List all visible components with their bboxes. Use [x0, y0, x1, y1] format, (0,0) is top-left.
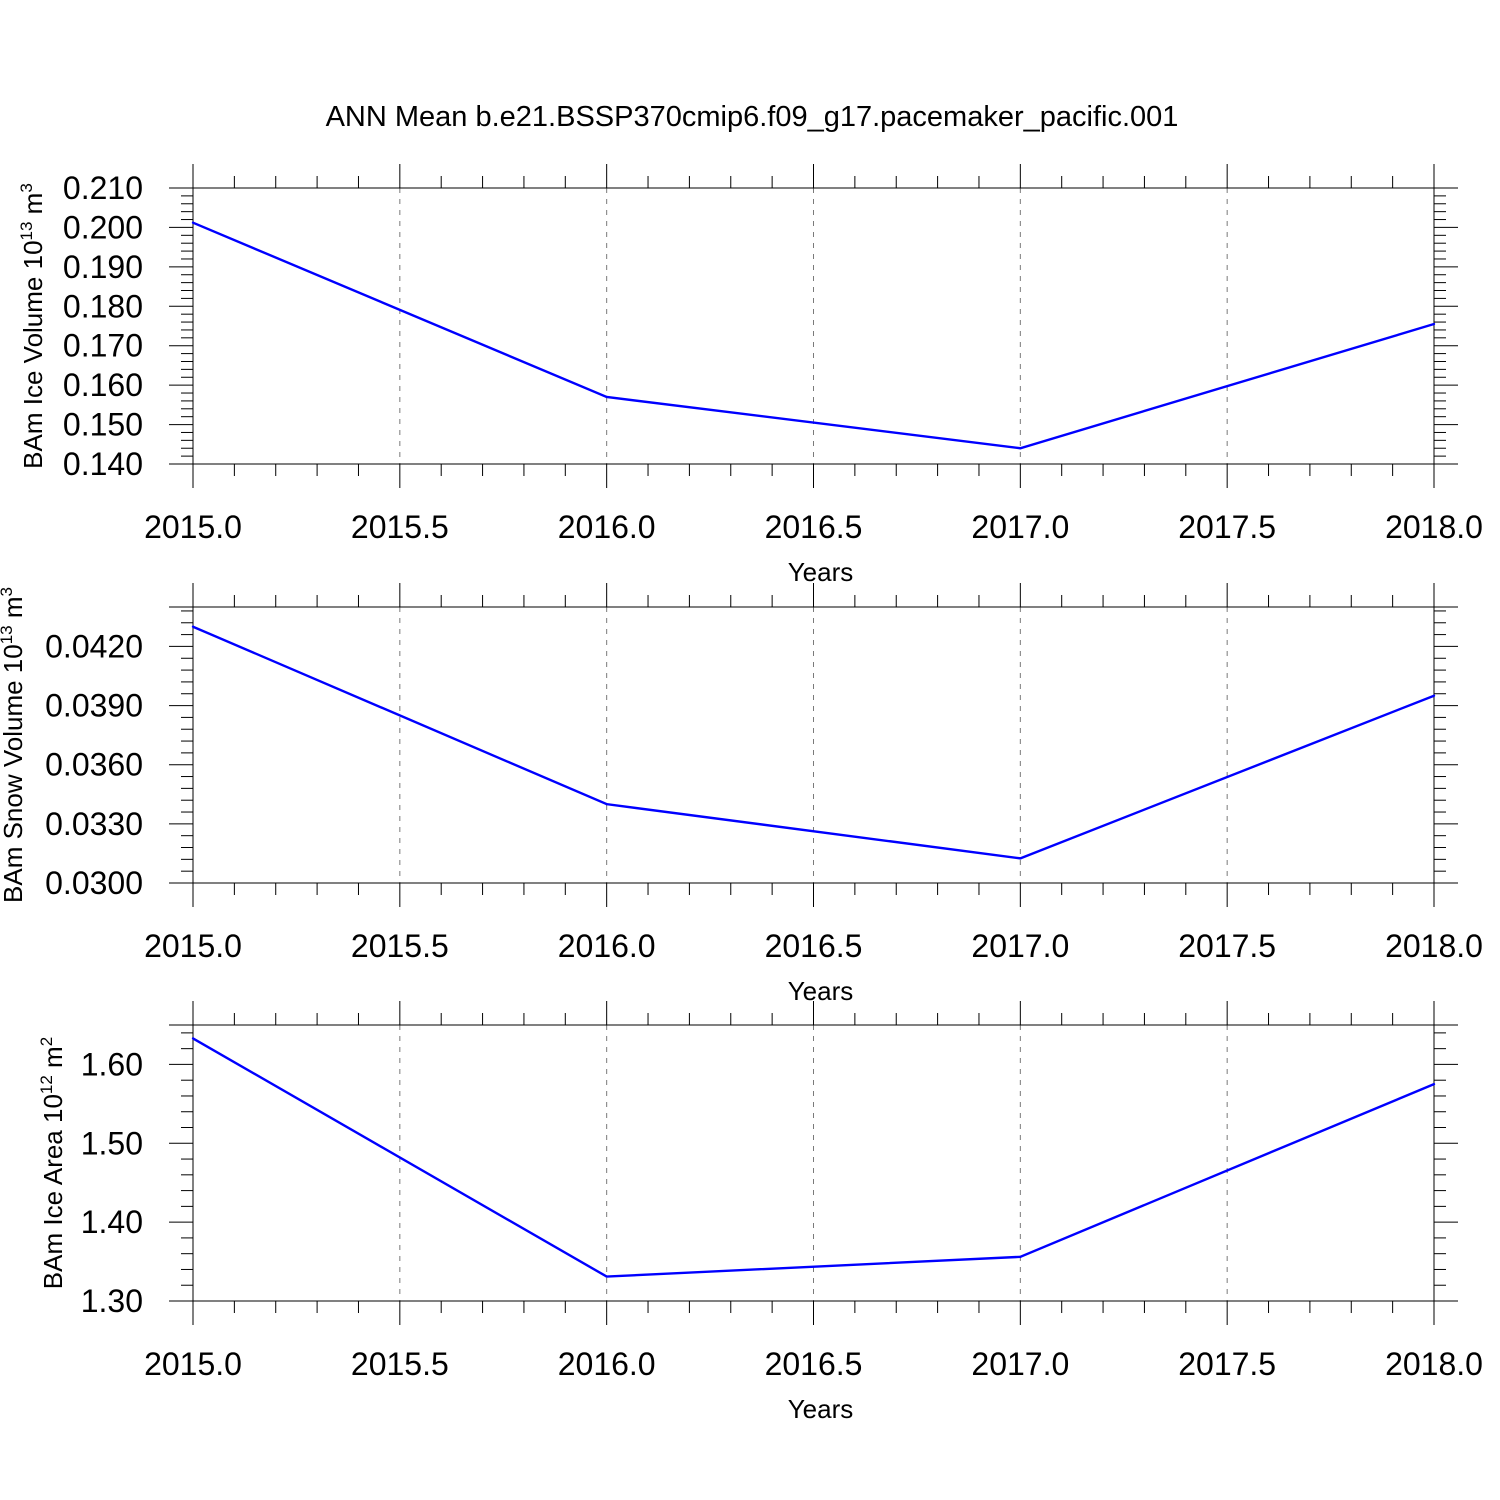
data-point: [1019, 447, 1022, 450]
x-tick-label: 2015.0: [144, 509, 242, 545]
y-axis-title-main: BAm Ice Area 10: [38, 1094, 68, 1289]
x-tick-label: 2017.0: [971, 928, 1069, 964]
y-tick-label: 0.190: [63, 249, 143, 285]
x-tick-label: 2017.5: [1178, 928, 1276, 964]
chart-title: ANN Mean b.e21.BSSP370cmip6.f09_g17.pace…: [326, 101, 1179, 133]
panels: 2015.0 2015.5 2016.0 2016.5 2017.0 2017.5 2018…: [0, 164, 1483, 1424]
y-tick-label: 1.50: [81, 1125, 143, 1161]
y-tick-label: 0.0420: [45, 628, 143, 664]
x-axis-title: Years: [788, 557, 854, 587]
series-line: [192, 1037, 1435, 1278]
y-axis-title: BAm Ice Area 1012 m2: [37, 1037, 68, 1289]
y-tick-label: 0.0330: [45, 806, 143, 842]
y-axis-title-unit: m: [18, 193, 48, 222]
y-axis-title-main: BAm Ice Volume 10: [18, 240, 48, 468]
y-tick-label: 0.180: [63, 288, 143, 324]
x-tick-label: 2016.5: [765, 509, 863, 545]
x-tick-label: 2015.0: [144, 928, 242, 964]
x-tick-label: 2018.0: [1385, 1346, 1483, 1382]
y-axis-title-unit-exp: 3: [17, 183, 36, 192]
series-line: [192, 625, 1435, 860]
data-point: [1432, 1082, 1436, 1086]
data-point: [1019, 857, 1022, 860]
x-tick-label: 2017.0: [971, 1346, 1069, 1382]
y-tick-label: 0.210: [63, 170, 143, 206]
data-point: [605, 395, 608, 399]
data-point: [191, 625, 195, 628]
panel-1: 2015.0 2015.5 2016.0 2016.5 2017.0 2017.5 2018…: [17, 164, 1483, 587]
x-tick-label: 2016.5: [765, 1346, 863, 1382]
x-tick-label: 2017.5: [1178, 1346, 1276, 1382]
y-tick-label: 0.170: [63, 328, 143, 364]
y-tick-label: 0.0300: [45, 865, 143, 901]
x-tick-label: 2017.0: [971, 509, 1069, 545]
x-axis-title: Years: [788, 1394, 854, 1424]
data-point: [605, 802, 608, 806]
x-tick-label: 2018.0: [1385, 928, 1483, 964]
y-axis-title-main: BAm Snow Volume 10: [0, 644, 28, 903]
x-tick-label: 2015.5: [351, 1346, 449, 1382]
y-tick-label: 1.60: [81, 1046, 143, 1082]
data-point: [1432, 322, 1436, 326]
y-axis-title-unit-exp: 3: [0, 587, 16, 596]
y-tick-label: 0.0390: [45, 688, 143, 724]
y-axis-title: BAm Snow Volume 1013 m3: [0, 587, 28, 903]
x-tick-label: 2016.0: [558, 928, 656, 964]
x-axis-title: Years: [788, 976, 854, 1006]
y-axis-title-unit-exp: 2: [37, 1037, 56, 1046]
y-axis-title: BAm Ice Volume 1013 m3: [17, 183, 48, 469]
data-point: [191, 1037, 195, 1040]
data-point: [191, 221, 195, 224]
y-tick-label: 0.140: [63, 446, 143, 482]
y-tick-label: 1.40: [81, 1204, 143, 1240]
series-line: [192, 221, 1435, 450]
x-tick-label: 2016.0: [558, 1346, 656, 1382]
data-point: [1432, 694, 1436, 697]
y-tick-label: 0.160: [63, 367, 143, 403]
y-tick-label: 0.150: [63, 407, 143, 443]
y-tick-label: 0.0360: [45, 747, 143, 783]
x-tick-label: 2016.5: [765, 928, 863, 964]
y-axis-title-exp: 13: [17, 222, 36, 241]
y-axis-title-unit: m: [38, 1046, 68, 1075]
y-tick-label: 1.30: [81, 1283, 143, 1319]
panel-3: 2015.0 2015.5 2016.0 2016.5 2017.0 2017.5 2018…: [37, 1001, 1483, 1424]
y-axis-title-exp: 13: [0, 625, 16, 644]
x-tick-label: 2015.0: [144, 1346, 242, 1382]
x-tick-label: 2015.5: [351, 928, 449, 964]
y-axis-title-unit: m: [0, 596, 28, 625]
y-axis-title-exp: 12: [37, 1075, 56, 1094]
x-tick-label: 2015.5: [351, 509, 449, 545]
x-tick-label: 2017.5: [1178, 509, 1276, 545]
data-point: [1019, 1255, 1022, 1259]
y-tick-label: 0.200: [63, 209, 143, 245]
x-tick-label: 2016.0: [558, 509, 656, 545]
x-tick-label: 2018.0: [1385, 509, 1483, 545]
panel-2: 2015.0 2015.5 2016.0 2016.5 2017.0 2017.5 2018…: [0, 583, 1483, 1006]
data-point: [605, 1275, 608, 1278]
